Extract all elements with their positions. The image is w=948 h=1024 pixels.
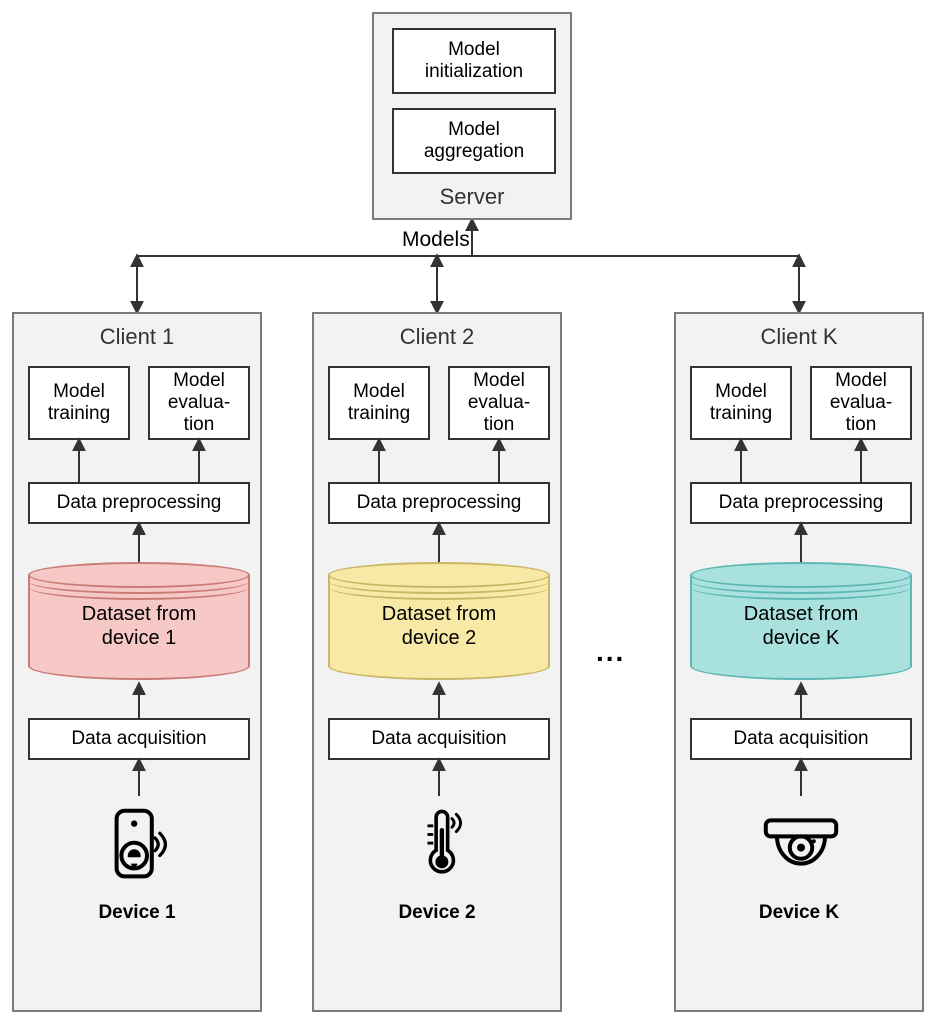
dataset-label: Dataset fromdevice K: [690, 602, 912, 650]
device-label: Device K: [676, 902, 922, 924]
ellipsis: ...: [596, 636, 625, 668]
data-acquisition-box: Data acquisition: [28, 718, 250, 760]
dataset-label: Dataset fromdevice 1: [28, 602, 250, 650]
thermometer-icon: [389, 796, 489, 896]
data-preprocessing-box: Data preprocessing: [690, 482, 912, 524]
client-title: Client 2: [314, 324, 560, 350]
device-label: Device 2: [314, 902, 560, 924]
model-training-box: Modeltraining: [328, 366, 430, 440]
dataset-cylinder: Dataset fromdevice K: [690, 562, 912, 680]
model-evaluation-box: Modelevalua-tion: [448, 366, 550, 440]
client-title: Client 1: [14, 324, 260, 350]
data-preprocessing-box: Data preprocessing: [28, 482, 250, 524]
server-title: Server: [374, 184, 570, 210]
server-panel: Modelinitialization Modelaggregation Ser…: [372, 12, 572, 220]
model-evaluation-box: Modelevalua-tion: [148, 366, 250, 440]
server-box-agg: Modelaggregation: [392, 108, 556, 174]
client-panel: Client 1 ModeltrainingModelevalua-tion Dat…: [12, 312, 262, 1012]
doorbell-icon: [89, 796, 189, 896]
client-panel: Client 2 ModeltrainingModelevalua-tion Dat…: [312, 312, 562, 1012]
model-evaluation-box: Modelevalua-tion: [810, 366, 912, 440]
dataset-cylinder: Dataset fromdevice 1: [28, 562, 250, 680]
diagram-canvas: Modelinitialization Modelaggregation Ser…: [12, 12, 936, 1012]
server-box-init: Modelinitialization: [392, 28, 556, 94]
model-training-box: Modeltraining: [28, 366, 130, 440]
client-panel: Client K ModeltrainingModelevalua-tion Dat…: [674, 312, 924, 1012]
camera-icon: [751, 796, 851, 896]
models-label: Models: [402, 228, 470, 252]
dataset-cylinder: Dataset fromdevice 2: [328, 562, 550, 680]
data-acquisition-box: Data acquisition: [690, 718, 912, 760]
data-preprocessing-box: Data preprocessing: [328, 482, 550, 524]
dataset-label: Dataset fromdevice 2: [328, 602, 550, 650]
device-label: Device 1: [14, 902, 260, 924]
data-acquisition-box: Data acquisition: [328, 718, 550, 760]
client-title: Client K: [676, 324, 922, 350]
model-training-box: Modeltraining: [690, 366, 792, 440]
